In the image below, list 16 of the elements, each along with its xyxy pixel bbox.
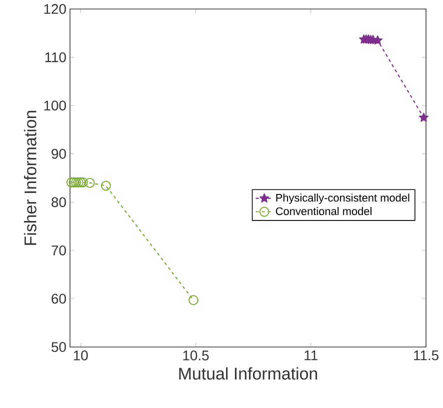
x-tick-label: 11.5	[414, 350, 438, 360]
x-tick-label: 10	[74, 350, 88, 360]
x-tick-label: 10.5	[183, 350, 209, 360]
y-tick-label: 70	[52, 245, 66, 256]
y-axis-title: Fisher Information	[24, 110, 36, 245]
y-tick-label: 80	[52, 197, 66, 208]
y-tick-label: 90	[52, 148, 66, 159]
y-tick-label: 100	[44, 100, 66, 111]
y-tick-label: 50	[52, 342, 66, 352]
legend-label: Conventional model	[276, 207, 372, 216]
legend-label: Physically-consistent model	[276, 194, 410, 204]
y-tick-label: 120	[44, 4, 66, 14]
y-tick-label: 110	[45, 52, 66, 62]
x-axis-title: Mutual Information	[179, 367, 318, 380]
x-tick-label: 11	[304, 350, 318, 360]
y-tick-label: 60	[52, 294, 66, 304]
